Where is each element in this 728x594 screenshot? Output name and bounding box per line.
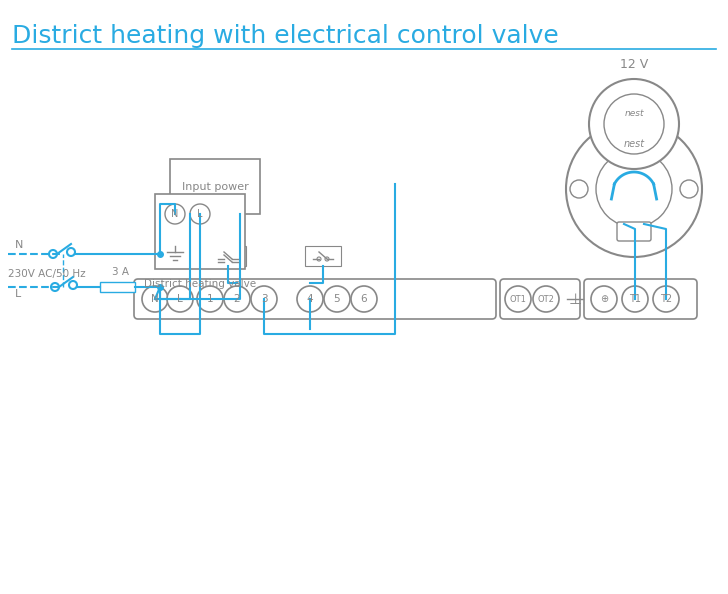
Circle shape [324, 286, 350, 312]
FancyBboxPatch shape [134, 279, 496, 319]
Text: 3 A: 3 A [113, 267, 130, 277]
Bar [100, 282, 135, 292]
Text: N: N [15, 240, 23, 250]
Circle shape [229, 260, 234, 264]
Circle shape [297, 286, 323, 312]
Text: 6: 6 [360, 294, 368, 304]
Circle shape [533, 286, 559, 312]
FancyBboxPatch shape [500, 279, 580, 319]
Circle shape [197, 286, 223, 312]
Text: 12 V: 12 V [620, 58, 648, 71]
Bar [305, 246, 341, 266]
Circle shape [67, 248, 75, 256]
Text: nest: nest [623, 139, 644, 149]
Circle shape [317, 257, 321, 261]
Text: 4: 4 [306, 294, 313, 304]
Text: 3: 3 [261, 294, 267, 304]
Text: ⊥: ⊥ [569, 292, 582, 307]
Text: 2: 2 [234, 294, 240, 304]
Text: OT2: OT2 [537, 295, 555, 304]
Text: T1: T1 [629, 294, 641, 304]
Circle shape [680, 180, 698, 198]
FancyBboxPatch shape [584, 279, 697, 319]
Circle shape [596, 151, 672, 227]
Circle shape [49, 250, 57, 258]
Circle shape [190, 204, 210, 224]
Text: nest: nest [624, 109, 644, 118]
Text: N: N [151, 294, 159, 304]
Circle shape [51, 283, 59, 291]
Text: T2: T2 [660, 294, 672, 304]
Text: L: L [15, 289, 21, 299]
Circle shape [222, 257, 226, 261]
Text: ⊕: ⊕ [600, 294, 608, 304]
Circle shape [591, 286, 617, 312]
Text: Input power: Input power [181, 182, 248, 191]
Text: District heating valve: District heating valve [144, 279, 256, 289]
Circle shape [224, 286, 250, 312]
Circle shape [221, 260, 226, 264]
Circle shape [251, 286, 277, 312]
FancyBboxPatch shape [617, 222, 651, 241]
Circle shape [69, 281, 77, 289]
Bar [210, 246, 246, 266]
Circle shape [604, 94, 664, 154]
Text: District heating with electrical control valve: District heating with electrical control… [12, 24, 559, 48]
Text: 5: 5 [333, 294, 340, 304]
Circle shape [653, 286, 679, 312]
Circle shape [589, 79, 679, 169]
Circle shape [566, 121, 702, 257]
Circle shape [351, 286, 377, 312]
Circle shape [570, 180, 588, 198]
Text: N: N [171, 209, 178, 219]
Circle shape [165, 204, 185, 224]
Circle shape [325, 257, 329, 261]
Text: OT1: OT1 [510, 295, 526, 304]
Bar [170, 159, 260, 214]
Text: 230V AC/50 Hz: 230V AC/50 Hz [8, 269, 86, 279]
Circle shape [622, 286, 648, 312]
Text: 1: 1 [207, 294, 213, 304]
Circle shape [505, 286, 531, 312]
Circle shape [142, 286, 168, 312]
Bar [155, 194, 245, 269]
Circle shape [167, 286, 193, 312]
Text: L: L [197, 209, 203, 219]
Circle shape [230, 257, 234, 261]
Text: L: L [177, 294, 183, 304]
